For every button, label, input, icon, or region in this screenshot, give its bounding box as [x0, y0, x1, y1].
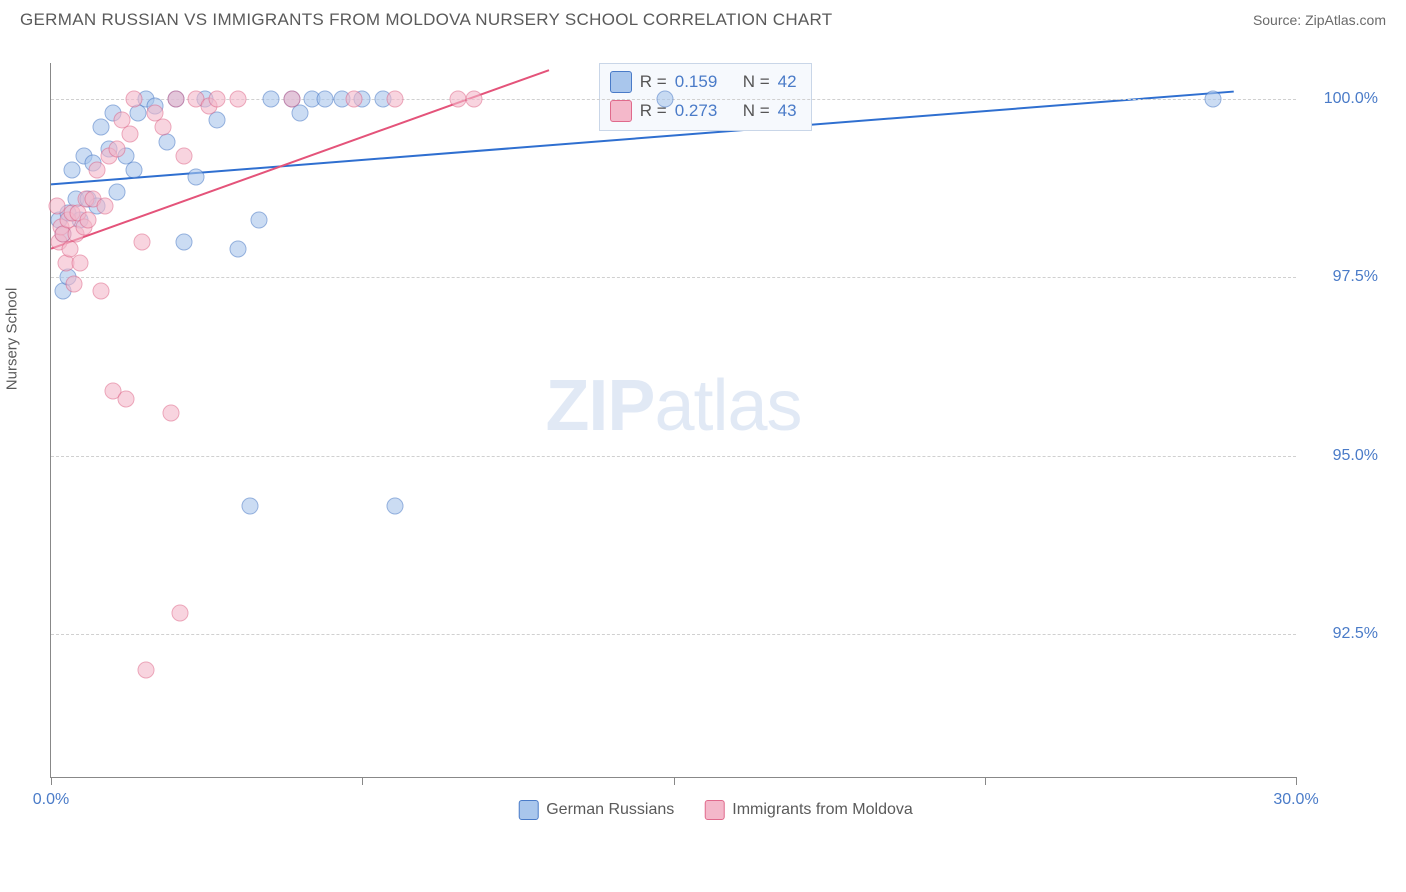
n-label: N =: [743, 68, 770, 97]
plot-area: ZIPatlas R = 0.159 N = 42 R = 0.273 N = …: [50, 63, 1296, 778]
data-point: [657, 90, 674, 107]
data-point: [229, 240, 246, 257]
legend-item-series-1: Immigrants from Moldova: [704, 800, 913, 820]
data-point: [163, 404, 180, 421]
data-point: [138, 661, 155, 678]
legend-item-series-0: German Russians: [518, 800, 674, 820]
data-point: [126, 90, 143, 107]
data-point: [155, 119, 172, 136]
x-tick: [51, 777, 52, 785]
x-tick: [985, 777, 986, 785]
legend-label-series-1: Immigrants from Moldova: [732, 801, 913, 819]
data-point: [387, 497, 404, 514]
watermark-bold: ZIP: [545, 366, 654, 446]
n-value-series-1: 43: [778, 97, 797, 126]
data-point: [345, 90, 362, 107]
y-tick-label: 92.5%: [1303, 625, 1378, 643]
x-tick: [362, 777, 363, 785]
correlation-legend: R = 0.159 N = 42 R = 0.273 N = 43: [599, 63, 812, 131]
data-point: [109, 183, 126, 200]
data-point: [80, 212, 97, 229]
data-point: [209, 90, 226, 107]
x-tick: [674, 777, 675, 785]
data-point: [283, 90, 300, 107]
data-point: [262, 90, 279, 107]
gridline-h: [51, 456, 1296, 457]
legend-row-series-0: R = 0.159 N = 42: [610, 68, 797, 97]
data-point: [209, 112, 226, 129]
watermark: ZIPatlas: [545, 365, 801, 447]
x-tick-label: 30.0%: [1273, 791, 1318, 809]
data-point: [96, 197, 113, 214]
chart-title: GERMAN RUSSIAN VS IMMIGRANTS FROM MOLDOV…: [20, 10, 833, 30]
legend-label-series-0: German Russians: [546, 801, 674, 819]
data-point: [387, 90, 404, 107]
legend-swatch-series-1: [704, 800, 724, 820]
legend-swatch-series-0: [610, 71, 632, 93]
y-axis-label: Nursery School: [4, 288, 21, 391]
series-legend: German Russians Immigrants from Moldova: [518, 800, 913, 820]
data-point: [72, 254, 89, 271]
y-tick-label: 95.0%: [1303, 447, 1378, 465]
watermark-rest: atlas: [654, 366, 801, 446]
data-point: [134, 233, 151, 250]
data-point: [171, 604, 188, 621]
r-value-series-0: 0.159: [675, 68, 718, 97]
data-point: [117, 390, 134, 407]
data-point: [250, 212, 267, 229]
data-point: [316, 90, 333, 107]
legend-swatch-series-1: [610, 100, 632, 122]
data-point: [242, 497, 259, 514]
data-point: [175, 233, 192, 250]
data-point: [466, 90, 483, 107]
chart-header: GERMAN RUSSIAN VS IMMIGRANTS FROM MOLDOV…: [0, 0, 1406, 38]
n-value-series-0: 42: [778, 68, 797, 97]
data-point: [292, 104, 309, 121]
data-point: [229, 90, 246, 107]
chart-source: Source: ZipAtlas.com: [1253, 12, 1386, 28]
data-point: [175, 147, 192, 164]
data-point: [188, 169, 205, 186]
chart-container: Nursery School ZIPatlas R = 0.159 N = 42…: [50, 38, 1381, 828]
data-point: [109, 140, 126, 157]
x-tick: [1296, 777, 1297, 785]
legend-swatch-series-0: [518, 800, 538, 820]
data-point: [65, 276, 82, 293]
gridline-h: [51, 277, 1296, 278]
y-tick-label: 100.0%: [1303, 90, 1378, 108]
r-value-series-1: 0.273: [675, 97, 718, 126]
gridline-h: [51, 634, 1296, 635]
y-tick-label: 97.5%: [1303, 268, 1378, 286]
data-point: [121, 126, 138, 143]
data-point: [92, 119, 109, 136]
data-point: [1205, 90, 1222, 107]
data-point: [126, 162, 143, 179]
n-label: N =: [743, 97, 770, 126]
legend-row-series-1: R = 0.273 N = 43: [610, 97, 797, 126]
data-point: [63, 162, 80, 179]
data-point: [92, 283, 109, 300]
data-point: [449, 90, 466, 107]
data-point: [88, 162, 105, 179]
x-tick-label: 0.0%: [33, 791, 69, 809]
data-point: [167, 90, 184, 107]
trend-lines-svg: [51, 63, 1296, 777]
